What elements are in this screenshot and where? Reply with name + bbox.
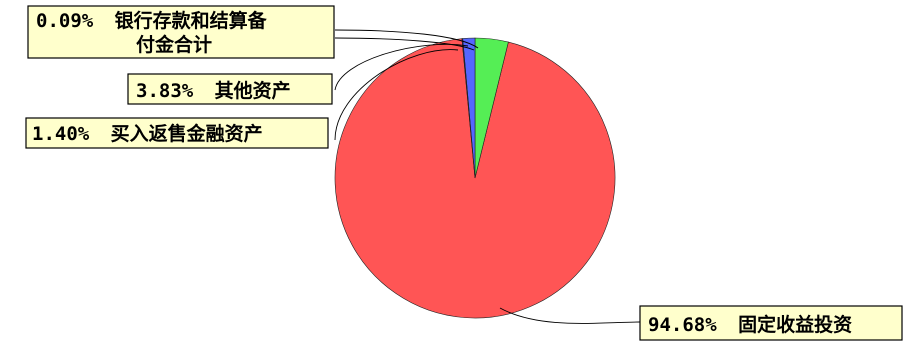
label-fixed-percent: 94.68% [648, 314, 717, 336]
leader-line-other [334, 43, 469, 91]
pie-slices [334, 37, 616, 319]
leader-line-cash-2 [334, 37, 475, 51]
label-repo-box [25, 117, 329, 149]
label-repo-text: 1.40% 买入返售金融资产 [32, 122, 263, 145]
label-fixed-name: 固定收益投资 [738, 313, 852, 336]
label-repo-name: 买入返售金融资产 [111, 122, 263, 145]
label-repo: 1.40% 买入返售金融资产 [25, 117, 329, 149]
leader-line-repo [334, 49, 459, 141]
label-fixed-box [639, 305, 903, 341]
label-cash-name-1: 银行存款和结算备 [115, 9, 268, 32]
label-cash-line1: 0.09% 银行存款和结算备 [36, 9, 268, 32]
leader-line-fixed [499, 307, 641, 324]
label-other-name: 其他资产 [215, 79, 291, 102]
label-cash-percent: 0.09% [36, 10, 94, 32]
label-fixed-text: 94.68% 固定收益投资 [648, 313, 852, 336]
label-fixed: 94.68% 固定收益投资 [639, 305, 903, 341]
label-other-box [127, 73, 333, 105]
slice-cash [461, 38, 476, 179]
leader-line-cash [334, 29, 479, 49]
label-repo-percent: 1.40% [32, 123, 90, 145]
slice-fixed-income [334, 38, 616, 319]
label-cash-line2: 付金合计 [136, 33, 212, 56]
label-cash-box [27, 5, 335, 59]
label-other-text: 3.83% 其他资产 [136, 79, 291, 102]
label-cash: 0.09% 银行存款和结算备 付金合计 [27, 5, 335, 59]
label-other-percent: 3.83% [136, 80, 194, 102]
label-other: 3.83% 其他资产 [127, 73, 333, 105]
